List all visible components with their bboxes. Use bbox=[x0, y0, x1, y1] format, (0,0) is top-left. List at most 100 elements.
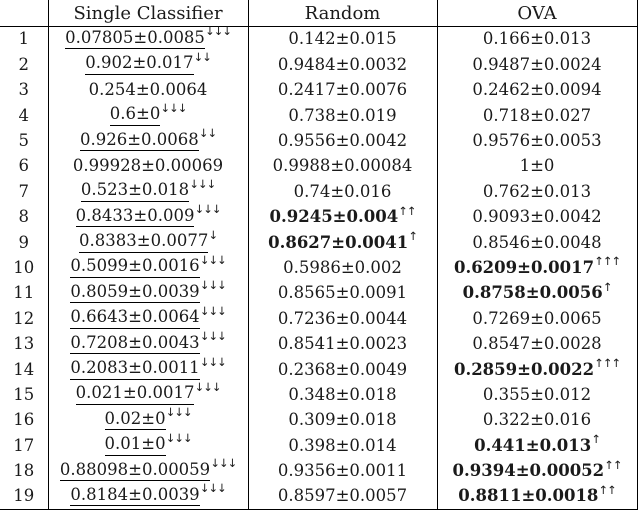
up-arrows-icon: ↑↑ bbox=[598, 482, 616, 497]
cell-single-classifier: 0.88098±0.00059↓↓↓ bbox=[48, 457, 249, 485]
cell-random: 0.9988±0.00084 bbox=[248, 153, 438, 180]
cell-value: 0.8541±0.0023 bbox=[277, 334, 408, 354]
cell-random: 0.74±0.016 bbox=[248, 179, 438, 205]
cell-ova: 0.718±0.027 bbox=[437, 103, 637, 128]
row-index: 9 bbox=[0, 230, 49, 256]
row-index: 6 bbox=[0, 153, 49, 180]
cell-single-classifier: 0.021±0.0017↓↓↓ bbox=[48, 381, 249, 408]
cell-random: 0.8541±0.0023 bbox=[248, 331, 438, 358]
row-index: 3 bbox=[0, 77, 49, 104]
cell-ova: 0.9093±0.0042 bbox=[437, 205, 637, 230]
row-index: 4 bbox=[0, 103, 49, 129]
cell-single-classifier: 0.926±0.0068↓↓ bbox=[48, 127, 249, 154]
cell-ova: 0.7269±0.0065 bbox=[437, 306, 637, 331]
cell-value: 0.355±0.012 bbox=[482, 384, 592, 404]
cell-ova: 0.355±0.012 bbox=[437, 382, 637, 407]
cell-value: 0.9093±0.0042 bbox=[472, 207, 602, 227]
table-row: 2 0.902±0.017↓↓ 0.9484±0.0032 0.9487±0.0024 bbox=[0, 49, 637, 78]
cell-value: 0.309±0.018 bbox=[288, 410, 397, 430]
cell-value: 0.2859±0.0022 bbox=[453, 359, 595, 379]
cell-value: 0.6209±0.0017 bbox=[453, 257, 595, 277]
cell-value: 0.441±0.013 bbox=[474, 435, 592, 455]
down-arrows-icon: ↓↓↓ bbox=[165, 405, 193, 420]
cell-value: 0.9484±0.0032 bbox=[277, 54, 408, 74]
cell-value: 0.07805±0.0085 bbox=[65, 29, 205, 50]
down-arrows-icon: ↓↓↓ bbox=[199, 303, 227, 318]
cell-value: 0.8597±0.0057 bbox=[277, 486, 408, 506]
down-arrows-icon: ↓↓↓ bbox=[189, 176, 216, 191]
cell-value: 0.8433±0.009 bbox=[75, 207, 195, 228]
down-arrows-icon: ↓↓ bbox=[193, 49, 212, 64]
table-row: 9 0.8383±0.0077↓ 0.8627±0.0041↑ 0.8546±0.00… bbox=[0, 229, 637, 256]
row-index: 1 bbox=[0, 26, 49, 53]
cell-value: 0.99928±0.00069 bbox=[72, 156, 224, 176]
table-row: 17 0.01±0↓↓↓ 0.398±0.014 0.441±0.013↑ bbox=[0, 432, 637, 459]
table-row: 4 0.6±0↓↓↓ 0.738±0.019 0.718±0.027 bbox=[0, 100, 637, 129]
cell-ova: 0.2859±0.0022↑↑↑ bbox=[437, 357, 637, 382]
cell-value: 0.8547±0.0028 bbox=[472, 334, 602, 354]
cell-value: 0.718±0.027 bbox=[482, 105, 592, 125]
cell-random: 0.2417±0.0076 bbox=[248, 77, 438, 104]
down-arrows-icon: ↓↓↓ bbox=[199, 481, 227, 496]
table-row: 10 0.5099±0.0016↓↓↓ 0.5986±0.002 0.6209±0.0… bbox=[0, 254, 637, 281]
cell-single-classifier: 0.5099±0.0016↓↓↓ bbox=[48, 254, 249, 281]
cell-random: 0.9245±0.004↑↑ bbox=[248, 203, 438, 231]
row-index: 13 bbox=[0, 331, 49, 358]
cell-value: 0.9988±0.00084 bbox=[272, 156, 413, 176]
cell-value: 0.5099±0.0016 bbox=[70, 258, 200, 278]
cell-value: 0.7208±0.0043 bbox=[70, 334, 200, 355]
cell-random: 0.8627±0.0041↑ bbox=[248, 230, 438, 256]
row-index: 18 bbox=[0, 458, 49, 485]
corner-cell bbox=[0, 0, 49, 27]
cell-value: 0.8184±0.0039 bbox=[70, 486, 200, 507]
cell-single-classifier: 0.523±0.018↓↓↓ bbox=[48, 176, 249, 205]
cell-ova: 0.441±0.013↑ bbox=[437, 433, 637, 458]
cell-value: 0.166±0.013 bbox=[482, 29, 592, 49]
up-arrows-icon: ↑ bbox=[591, 432, 601, 447]
cell-random: 0.8597±0.0057 bbox=[248, 484, 438, 510]
up-arrows-icon: ↑↑↑ bbox=[594, 356, 621, 371]
cell-value: 0.9576±0.0053 bbox=[472, 131, 602, 150]
cell-ova: 1±0 bbox=[437, 154, 637, 179]
cell-value: 0.88098±0.00059 bbox=[59, 461, 211, 482]
cell-single-classifier: 0.8059±0.0039↓↓↓ bbox=[48, 280, 249, 307]
cell-random: 0.398±0.014 bbox=[248, 433, 438, 459]
cell-value: 0.9245±0.004 bbox=[269, 207, 399, 227]
cell-ova: 0.8546±0.0048 bbox=[437, 230, 637, 255]
cell-single-classifier: 0.7208±0.0043↓↓↓ bbox=[48, 329, 249, 358]
cell-value: 0.02±0 bbox=[104, 410, 166, 431]
cell-random: 0.7236±0.0044 bbox=[248, 306, 438, 332]
row-index: 5 bbox=[0, 128, 49, 154]
table-row: 19 0.8184±0.0039↓↓↓ 0.8597±0.0057 0.8811±0.… bbox=[0, 481, 637, 510]
cell-single-classifier: 0.2083±0.0011↓↓↓ bbox=[48, 356, 249, 383]
table-row: 1 0.07805±0.0085↓↓↓ 0.142±0.015 0.166±0.013 bbox=[0, 24, 637, 53]
down-arrows-icon: ↓↓↓ bbox=[160, 100, 187, 115]
cell-ova: 0.322±0.016 bbox=[437, 408, 637, 433]
cell-value: 0.738±0.019 bbox=[288, 105, 397, 125]
cell-value: 0.8811±0.0018 bbox=[458, 486, 599, 506]
up-arrows-icon: ↑ bbox=[602, 279, 613, 294]
cell-single-classifier: 0.07805±0.0085↓↓↓ bbox=[48, 24, 249, 53]
cell-ova: 0.9487±0.0024 bbox=[437, 52, 637, 77]
cell-value: 0.2368±0.0049 bbox=[277, 359, 408, 379]
row-index: 19 bbox=[0, 484, 49, 510]
cell-single-classifier: 0.6643±0.0064↓↓↓ bbox=[48, 303, 249, 332]
row-index: 10 bbox=[0, 255, 49, 281]
cell-value: 0.926±0.0068 bbox=[79, 131, 199, 151]
cell-value: 0.2462±0.0094 bbox=[472, 80, 602, 100]
down-arrows-icon: ↓↓↓ bbox=[199, 329, 227, 344]
cell-random: 0.309±0.018 bbox=[248, 407, 438, 434]
cell-value: 0.762±0.013 bbox=[482, 181, 592, 201]
col-header-single-classifier: Single Classifier bbox=[48, 0, 249, 27]
row-index: 11 bbox=[0, 280, 49, 307]
cell-single-classifier: 0.8433±0.009↓↓↓ bbox=[48, 203, 249, 231]
cell-value: 0.74±0.016 bbox=[293, 181, 392, 201]
up-arrows-icon: ↑↑ bbox=[398, 203, 416, 218]
down-arrows-icon: ↓↓↓ bbox=[204, 24, 232, 39]
cell-value: 0.8383±0.0077 bbox=[79, 233, 209, 253]
cell-ova: 0.8811±0.0018↑↑ bbox=[437, 484, 637, 510]
row-index: 15 bbox=[0, 382, 49, 408]
cell-random: 0.8565±0.0091 bbox=[248, 280, 438, 307]
cell-value: 0.6643±0.0064 bbox=[70, 309, 200, 329]
cell-ova: 0.9394±0.00052↑↑ bbox=[437, 459, 637, 484]
